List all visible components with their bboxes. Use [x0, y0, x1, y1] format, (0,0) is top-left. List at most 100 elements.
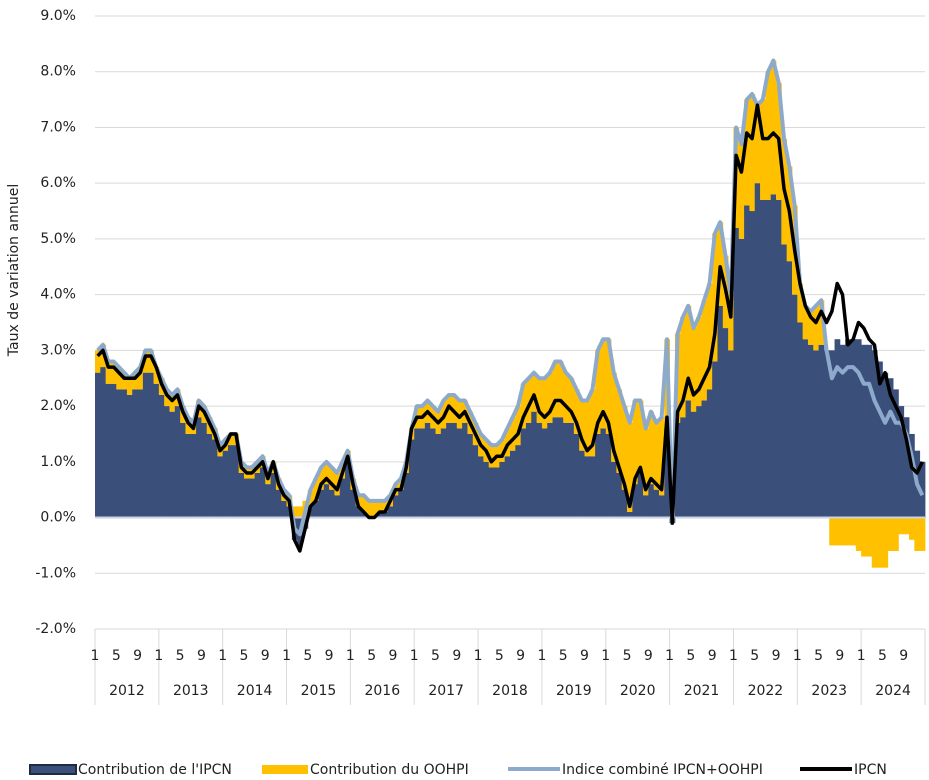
x-tick-label: 5: [176, 648, 185, 664]
area-segment: [488, 467, 495, 518]
x-tick-label: 1: [218, 648, 227, 664]
area-segment: [557, 361, 564, 418]
area-segment: [770, 60, 777, 195]
area-segment: [494, 467, 500, 518]
x-tick-label: 1: [154, 648, 163, 664]
x-tick-label: 5: [878, 648, 887, 664]
area-segment: [600, 339, 607, 429]
area-segment: [573, 433, 580, 518]
area-segment: [685, 400, 692, 518]
x-tick-label: 1: [474, 648, 483, 664]
year-label: 2019: [556, 683, 592, 699]
area-segment: [600, 428, 607, 518]
area-segment: [520, 428, 527, 518]
area-segment: [552, 417, 559, 518]
x-tick-label: 9: [261, 648, 270, 664]
area-segment: [903, 517, 910, 535]
area-segment: [339, 478, 346, 518]
area-segment: [855, 517, 862, 551]
area-segment: [877, 517, 883, 568]
area-segment: [674, 422, 681, 518]
area-segment: [616, 389, 623, 473]
area-segment: [696, 316, 702, 407]
area-segment: [552, 361, 559, 418]
x-tick-label: 5: [686, 648, 695, 664]
area-segment: [744, 99, 750, 206]
area-segment: [621, 406, 628, 490]
area-segment: [318, 467, 325, 490]
x-tick-label: 5: [814, 648, 823, 664]
area-segment: [142, 350, 149, 373]
area-segment: [818, 300, 825, 345]
area-segment: [174, 406, 181, 518]
x-tick-label: 9: [325, 648, 334, 664]
year-label: 2024: [875, 683, 911, 699]
area-segment: [696, 406, 702, 518]
area-segment: [510, 450, 516, 518]
x-tick-label: 9: [133, 648, 142, 664]
area-segment: [456, 400, 463, 429]
area-segment: [547, 422, 553, 518]
area-segment: [478, 456, 484, 518]
area-segment: [818, 344, 825, 518]
area-segment: [813, 350, 819, 518]
area-segment: [882, 517, 889, 568]
area-segment: [462, 422, 468, 518]
area-segment: [653, 422, 660, 490]
area-segment: [520, 383, 527, 429]
y-tick-label: -1.0%: [35, 565, 76, 581]
area-segment: [605, 339, 612, 434]
x-tick-label: 5: [623, 648, 632, 664]
area-segment: [297, 506, 303, 518]
y-tick-label: 7.0%: [40, 119, 76, 135]
area-segment: [515, 445, 522, 518]
area-segment: [488, 445, 495, 468]
area-segment: [137, 389, 144, 518]
area-segment: [361, 511, 367, 518]
x-tick-label: 9: [644, 648, 653, 664]
area-segment: [329, 467, 335, 490]
area-segment: [217, 456, 224, 518]
area-segment: [376, 500, 383, 512]
area-segment: [627, 422, 633, 512]
area-segment: [158, 394, 165, 518]
area-segment: [690, 411, 697, 518]
year-label: 2014: [237, 683, 273, 699]
area-segment: [95, 372, 101, 518]
area-segment: [839, 344, 846, 518]
legend-label: Contribution de l'IPCN: [78, 762, 232, 778]
area-segment: [909, 517, 915, 540]
area-segment: [510, 417, 516, 451]
area-segment: [579, 450, 585, 518]
area-segment: [871, 517, 878, 568]
area-segment: [919, 517, 926, 551]
year-label: 2018: [492, 683, 528, 699]
area-segment: [153, 367, 160, 384]
area-segment: [765, 199, 772, 518]
area-segment: [658, 417, 665, 496]
area-segment: [839, 517, 846, 546]
area-segment: [786, 261, 793, 518]
area-segment: [164, 406, 170, 518]
area-segment: [643, 495, 649, 518]
area-segment: [797, 283, 804, 323]
area-segment: [557, 417, 564, 518]
y-tick-label: 9.0%: [40, 8, 76, 24]
area-segment: [541, 378, 548, 429]
area-segment: [105, 383, 112, 518]
area-segment: [791, 294, 798, 518]
area-segment: [148, 372, 154, 518]
area-segment: [845, 517, 851, 546]
area-segment: [648, 411, 655, 485]
area-segment: [259, 467, 266, 518]
area-segment: [813, 305, 819, 351]
area-segment: [142, 372, 149, 518]
x-tick-label: 9: [835, 648, 844, 664]
area-segment: [318, 489, 325, 518]
area-segment: [765, 71, 772, 200]
area-segment: [185, 433, 192, 518]
x-tick-label: 5: [112, 648, 121, 664]
area-segment: [126, 394, 133, 518]
y-tick-label: 3.0%: [40, 342, 76, 358]
area-segment: [834, 339, 841, 518]
